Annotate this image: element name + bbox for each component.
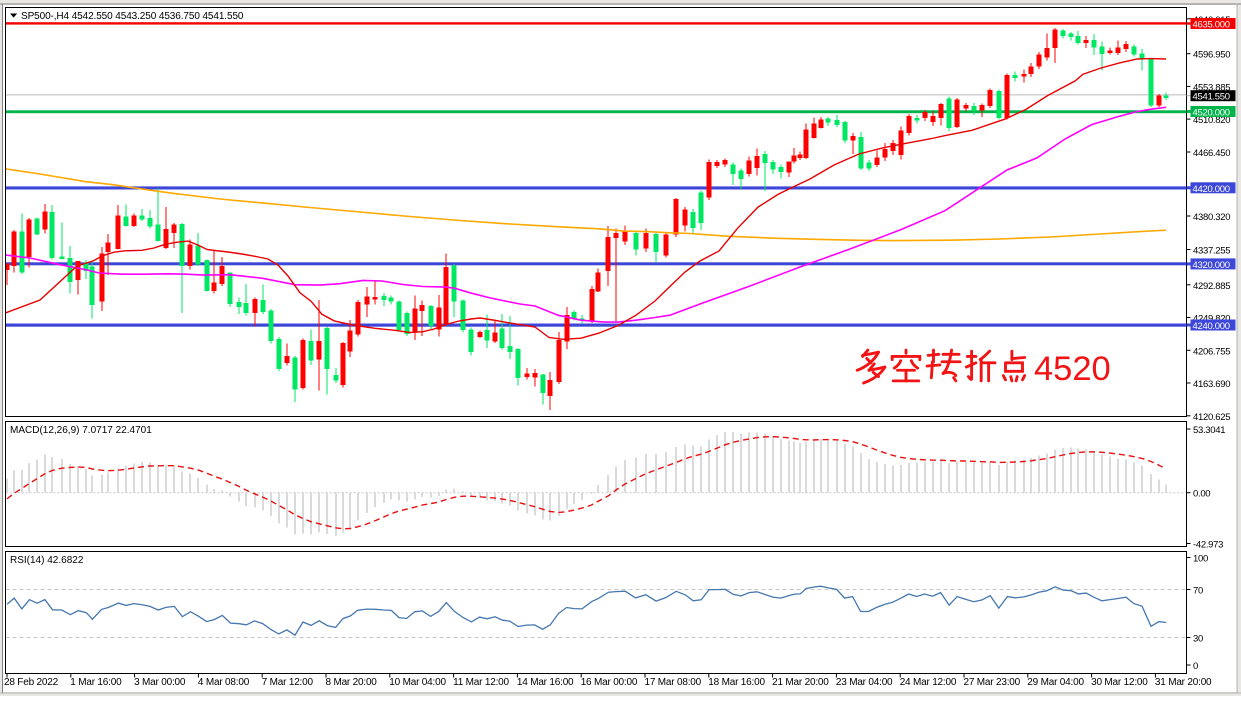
svg-text:4337.255: 4337.255: [1193, 246, 1230, 257]
svg-text:1 Mar 16:00: 1 Mar 16:00: [70, 677, 122, 688]
svg-text:23 Mar 04:00: 23 Mar 04:00: [836, 677, 893, 688]
svg-text:30 Mar 12:00: 30 Mar 12:00: [1091, 677, 1148, 688]
svg-text:17 Mar 08:00: 17 Mar 08:00: [645, 677, 702, 688]
svg-text:4249.820: 4249.820: [1193, 314, 1230, 325]
svg-text:4420.000: 4420.000: [1193, 184, 1230, 195]
svg-text:SP500-,H4 4542.550 4543.250 4: SP500-,H4 4542.550 4543.250 4536.750 454…: [21, 11, 244, 22]
svg-text:0.00: 0.00: [1193, 489, 1210, 500]
svg-text:4163.690: 4163.690: [1193, 379, 1230, 390]
svg-text:4596.950: 4596.950: [1193, 50, 1230, 61]
svg-text:16 Mar 00:00: 16 Mar 00:00: [581, 677, 638, 688]
svg-text:4 Mar 08:00: 4 Mar 08:00: [198, 677, 250, 688]
svg-text:3 Mar 00:00: 3 Mar 00:00: [134, 677, 186, 688]
svg-text:4541.550: 4541.550: [1193, 92, 1230, 103]
svg-text:28 Feb 2022: 28 Feb 2022: [4, 677, 59, 688]
svg-text:4120.625: 4120.625: [1193, 412, 1230, 423]
svg-text:MACD(12,26,9) 7.0717 22.4701: MACD(12,26,9) 7.0717 22.4701: [10, 425, 152, 436]
svg-text:27 Mar 23:00: 27 Mar 23:00: [964, 677, 1021, 688]
svg-text:4380.320: 4380.320: [1193, 212, 1230, 223]
svg-text:11 Mar 12:00: 11 Mar 12:00: [453, 677, 509, 688]
svg-text:4520: 4520: [1034, 350, 1111, 388]
svg-text:14 Mar 16:00: 14 Mar 16:00: [517, 677, 574, 688]
svg-text:10 Mar 04:00: 10 Mar 04:00: [389, 677, 446, 688]
svg-text:70: 70: [1193, 586, 1203, 597]
svg-text:53.3041: 53.3041: [1193, 425, 1225, 436]
svg-text:4206.755: 4206.755: [1193, 346, 1230, 357]
svg-text:7 Mar 12:00: 7 Mar 12:00: [262, 677, 314, 688]
svg-text:4240.000: 4240.000: [1193, 321, 1230, 332]
svg-text:8 Mar 20:00: 8 Mar 20:00: [326, 677, 378, 688]
svg-text:0: 0: [1193, 661, 1198, 672]
svg-text:24 Mar 12:00: 24 Mar 12:00: [900, 677, 957, 688]
svg-text:4553.885: 4553.885: [1193, 82, 1230, 93]
svg-text:29 Mar 04:00: 29 Mar 04:00: [1027, 677, 1084, 688]
svg-text:4635.000: 4635.000: [1193, 20, 1230, 31]
svg-text:RSI(14) 42.6822: RSI(14) 42.6822: [10, 555, 84, 566]
svg-text:4466.450: 4466.450: [1193, 148, 1230, 159]
svg-text:21 Mar 20:00: 21 Mar 20:00: [772, 677, 829, 688]
svg-text:100: 100: [1193, 554, 1208, 565]
svg-text:4510.820: 4510.820: [1193, 115, 1230, 126]
svg-text:18 Mar 16:00: 18 Mar 16:00: [708, 677, 765, 688]
svg-text:30: 30: [1193, 634, 1203, 645]
svg-text:4320.000: 4320.000: [1193, 260, 1230, 271]
svg-text:31 Mar 20:00: 31 Mar 20:00: [1155, 677, 1212, 688]
svg-text:-42.973: -42.973: [1193, 540, 1223, 551]
svg-text:4292.885: 4292.885: [1193, 281, 1230, 292]
svg-text:4520.000: 4520.000: [1193, 108, 1230, 119]
